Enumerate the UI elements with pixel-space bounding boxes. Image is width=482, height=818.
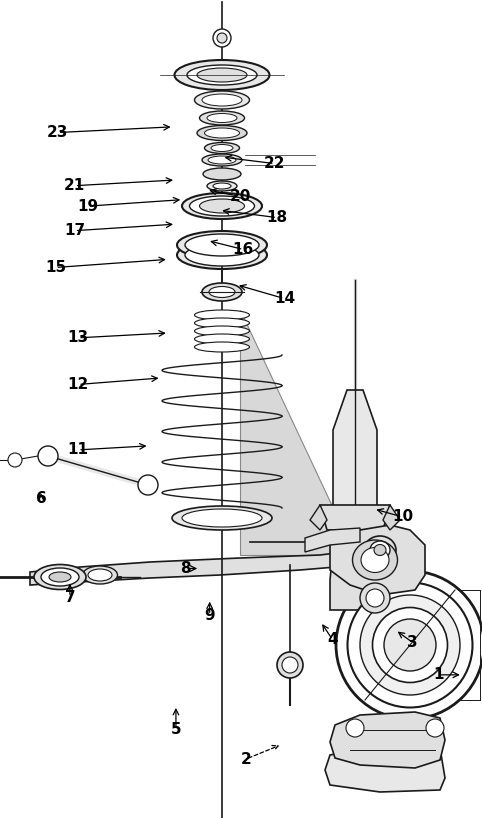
- Ellipse shape: [195, 342, 250, 352]
- Ellipse shape: [195, 310, 250, 320]
- Polygon shape: [240, 310, 355, 555]
- Ellipse shape: [8, 453, 22, 467]
- Ellipse shape: [209, 286, 235, 298]
- Text: 11: 11: [67, 443, 89, 457]
- Ellipse shape: [361, 547, 389, 573]
- Ellipse shape: [195, 326, 250, 336]
- Ellipse shape: [195, 334, 250, 344]
- Ellipse shape: [374, 545, 386, 555]
- Ellipse shape: [187, 65, 257, 85]
- Ellipse shape: [189, 196, 254, 216]
- Text: 12: 12: [67, 377, 89, 392]
- Ellipse shape: [185, 244, 259, 266]
- Text: 18: 18: [267, 210, 288, 225]
- Ellipse shape: [352, 540, 398, 580]
- Text: 16: 16: [233, 242, 254, 257]
- Polygon shape: [325, 745, 445, 792]
- Ellipse shape: [195, 318, 250, 328]
- Ellipse shape: [282, 657, 298, 673]
- Text: 15: 15: [45, 260, 66, 275]
- Ellipse shape: [370, 660, 390, 680]
- Ellipse shape: [360, 595, 460, 695]
- Text: 17: 17: [64, 223, 85, 238]
- Ellipse shape: [88, 569, 112, 581]
- Polygon shape: [330, 712, 445, 768]
- Text: 14: 14: [274, 291, 295, 306]
- Polygon shape: [320, 505, 390, 530]
- Polygon shape: [330, 525, 425, 595]
- Ellipse shape: [346, 719, 364, 737]
- Ellipse shape: [203, 168, 241, 180]
- Text: 2: 2: [241, 752, 251, 766]
- Ellipse shape: [360, 583, 390, 613]
- Ellipse shape: [373, 608, 447, 682]
- Text: 3: 3: [407, 635, 417, 649]
- Ellipse shape: [197, 125, 247, 141]
- Polygon shape: [383, 505, 400, 530]
- Text: 4: 4: [327, 632, 338, 647]
- Text: 5: 5: [171, 722, 181, 737]
- Polygon shape: [330, 530, 380, 610]
- Ellipse shape: [211, 145, 233, 151]
- Ellipse shape: [41, 568, 79, 586]
- Ellipse shape: [426, 719, 444, 737]
- Ellipse shape: [366, 589, 384, 607]
- Ellipse shape: [177, 241, 267, 269]
- Text: 10: 10: [392, 510, 413, 524]
- Ellipse shape: [174, 60, 269, 90]
- Text: 23: 23: [47, 125, 68, 140]
- Ellipse shape: [200, 199, 244, 213]
- Ellipse shape: [82, 566, 118, 584]
- Ellipse shape: [138, 475, 158, 495]
- Polygon shape: [310, 505, 327, 530]
- Polygon shape: [30, 548, 410, 585]
- Ellipse shape: [204, 128, 240, 138]
- Ellipse shape: [177, 231, 267, 259]
- Ellipse shape: [49, 572, 71, 582]
- Ellipse shape: [370, 615, 390, 635]
- Text: 20: 20: [229, 189, 251, 204]
- Ellipse shape: [172, 506, 272, 530]
- Ellipse shape: [384, 619, 436, 671]
- Text: 19: 19: [77, 199, 98, 213]
- Text: 21: 21: [64, 178, 85, 193]
- Text: 1: 1: [433, 667, 444, 682]
- Ellipse shape: [202, 283, 242, 301]
- Text: 9: 9: [204, 608, 215, 622]
- Ellipse shape: [336, 571, 482, 719]
- Ellipse shape: [200, 111, 244, 125]
- Ellipse shape: [277, 652, 303, 678]
- Ellipse shape: [207, 114, 237, 123]
- Ellipse shape: [348, 582, 472, 708]
- Text: 6: 6: [36, 492, 46, 506]
- Ellipse shape: [195, 91, 250, 109]
- Text: 22: 22: [264, 156, 285, 171]
- Ellipse shape: [213, 183, 231, 189]
- Ellipse shape: [197, 68, 247, 82]
- Ellipse shape: [208, 156, 236, 164]
- Ellipse shape: [204, 142, 240, 154]
- Ellipse shape: [207, 181, 237, 191]
- Ellipse shape: [364, 536, 396, 564]
- Text: 7: 7: [65, 590, 75, 605]
- Polygon shape: [305, 528, 360, 552]
- Ellipse shape: [370, 541, 390, 559]
- Ellipse shape: [182, 509, 262, 527]
- Ellipse shape: [182, 193, 262, 219]
- Polygon shape: [333, 390, 377, 510]
- Text: 13: 13: [67, 330, 89, 345]
- Ellipse shape: [213, 29, 231, 47]
- Text: 8: 8: [180, 561, 191, 576]
- Ellipse shape: [202, 94, 242, 106]
- Ellipse shape: [202, 154, 242, 166]
- Ellipse shape: [185, 234, 259, 256]
- Ellipse shape: [38, 446, 58, 466]
- Ellipse shape: [217, 33, 227, 43]
- Ellipse shape: [34, 564, 86, 590]
